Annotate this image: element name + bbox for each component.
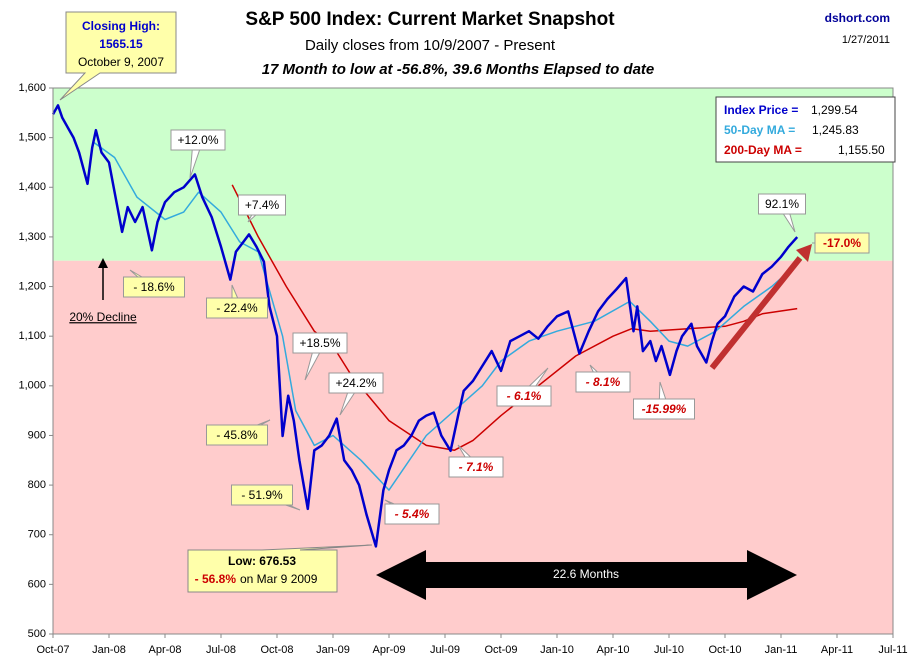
callout-text: +12.0% [177,133,218,147]
y-tick-label: 600 [28,578,46,590]
callout-box [384,503,440,525]
callout-text: - 6.1% [507,389,542,403]
trend-arrow [709,256,803,370]
low-box [187,544,373,593]
callout-text: - 8.1% [586,375,621,389]
decline-label: 20% Decline [69,310,137,324]
callout-text: -15.99% [642,402,687,416]
high-date: October 9, 2007 [78,55,164,69]
x-tick-label: Oct-07 [36,644,69,656]
callout-box [170,129,226,151]
x-tick-label: Jul-11 [878,644,907,656]
low-date: on Mar 9 2009 [240,572,318,586]
callout-box [633,398,695,420]
decline-arrowhead [98,258,108,268]
x-tick-label: Jul-08 [206,644,236,656]
callout-text: +18.5% [299,336,340,350]
callout-box [292,332,348,354]
x-tick-label: Apr-08 [148,644,181,656]
low-label: Low: 676.53 [228,554,296,568]
x-tick-label: Jul-09 [430,644,460,656]
callout-text: +24.2% [335,376,376,390]
legend-name: Index Price = [724,103,798,117]
y-tick-label: 1,000 [18,380,46,392]
y-tick-label: 1,200 [18,280,46,292]
y-tick-label: 1,300 [18,231,46,243]
callout-box [238,194,286,216]
legend-name: 50-Day MA = [724,123,795,137]
callout-text: +7.4% [245,198,280,212]
y-tick-label: 1,400 [18,181,46,193]
legend-value: 1,155.50 [838,143,885,157]
source: dshort.com [825,11,890,25]
span-label: 22.6 Months [553,567,619,581]
date: 1/27/2011 [842,34,890,46]
legend-entries: Index Price = 1,299.54 50-Day MA = 1,245.83… [724,103,885,157]
low-pct: - 56.8% [195,572,237,586]
legend [715,96,896,163]
legend-value: 1,245.83 [812,123,859,137]
subtitle2: 17 Month to low at -56.8%, 39.6 Months E… [262,61,655,78]
callout-box [496,385,552,407]
x-tick-label: Jul-10 [654,644,684,656]
subtitle: Daily closes from 10/9/2007 - Present [305,37,556,54]
callout-text: - 45.8% [216,428,258,442]
callout-text: 92.1% [765,197,799,211]
callout-box [206,297,268,319]
x-tick-label: Oct-10 [708,644,741,656]
legend-value: 1,299.54 [811,103,858,117]
trend-arrowhead [796,244,812,262]
y-tick-label: 700 [28,529,46,541]
high-label: Closing High: [82,19,160,33]
x-tick-label: Apr-10 [596,644,629,656]
callout-box [814,232,870,254]
legend-name: 200-Day MA = [724,143,802,157]
callout-text: - 5.4% [395,507,430,521]
y-tick-label: 800 [28,479,46,491]
x-tick-label: Jan-11 [765,644,798,656]
callout-text: - 51.9% [241,488,283,502]
y-tick-label: 900 [28,429,46,441]
callout-box [448,456,504,478]
callout-box [123,276,185,298]
callout-text: -17.0% [823,236,861,250]
y-tick-label: 1,100 [18,330,46,342]
span-arrow [376,550,797,600]
x-tick-label: Oct-08 [260,644,293,656]
high-value: 1565.15 [99,37,143,51]
callout-text: - 18.6% [133,280,175,294]
x-tick-label: Jan-08 [92,644,126,656]
x-tick-label: Jan-10 [540,644,574,656]
callout-box [575,371,631,393]
callout-text: - 7.1% [459,460,494,474]
series-line [93,141,798,491]
callout-box [231,484,293,506]
x-tick-label: Apr-09 [372,644,405,656]
x-tick-label: Jan-09 [316,644,350,656]
plot-frame [52,87,894,635]
callout-box [758,193,806,215]
callout-text: - 22.4% [216,301,258,315]
high-box [59,11,177,101]
y-tick-label: 500 [28,628,46,640]
y-tick-label: 1,600 [18,82,46,94]
x-tick-label: Oct-09 [484,644,517,656]
x-tick-label: Apr-11 [821,644,853,656]
bands [53,88,893,634]
series-line [51,104,799,548]
chart-title: S&P 500 Index: Current Market Snapshot [245,9,615,30]
callout-box [328,372,384,394]
annotations: +12.0% +7.4% +18.5% +24.2% 92.1% - 18.6% - 22.… [123,129,870,525]
y-tick-label: 1,500 [18,132,46,144]
callout-box [206,424,268,446]
